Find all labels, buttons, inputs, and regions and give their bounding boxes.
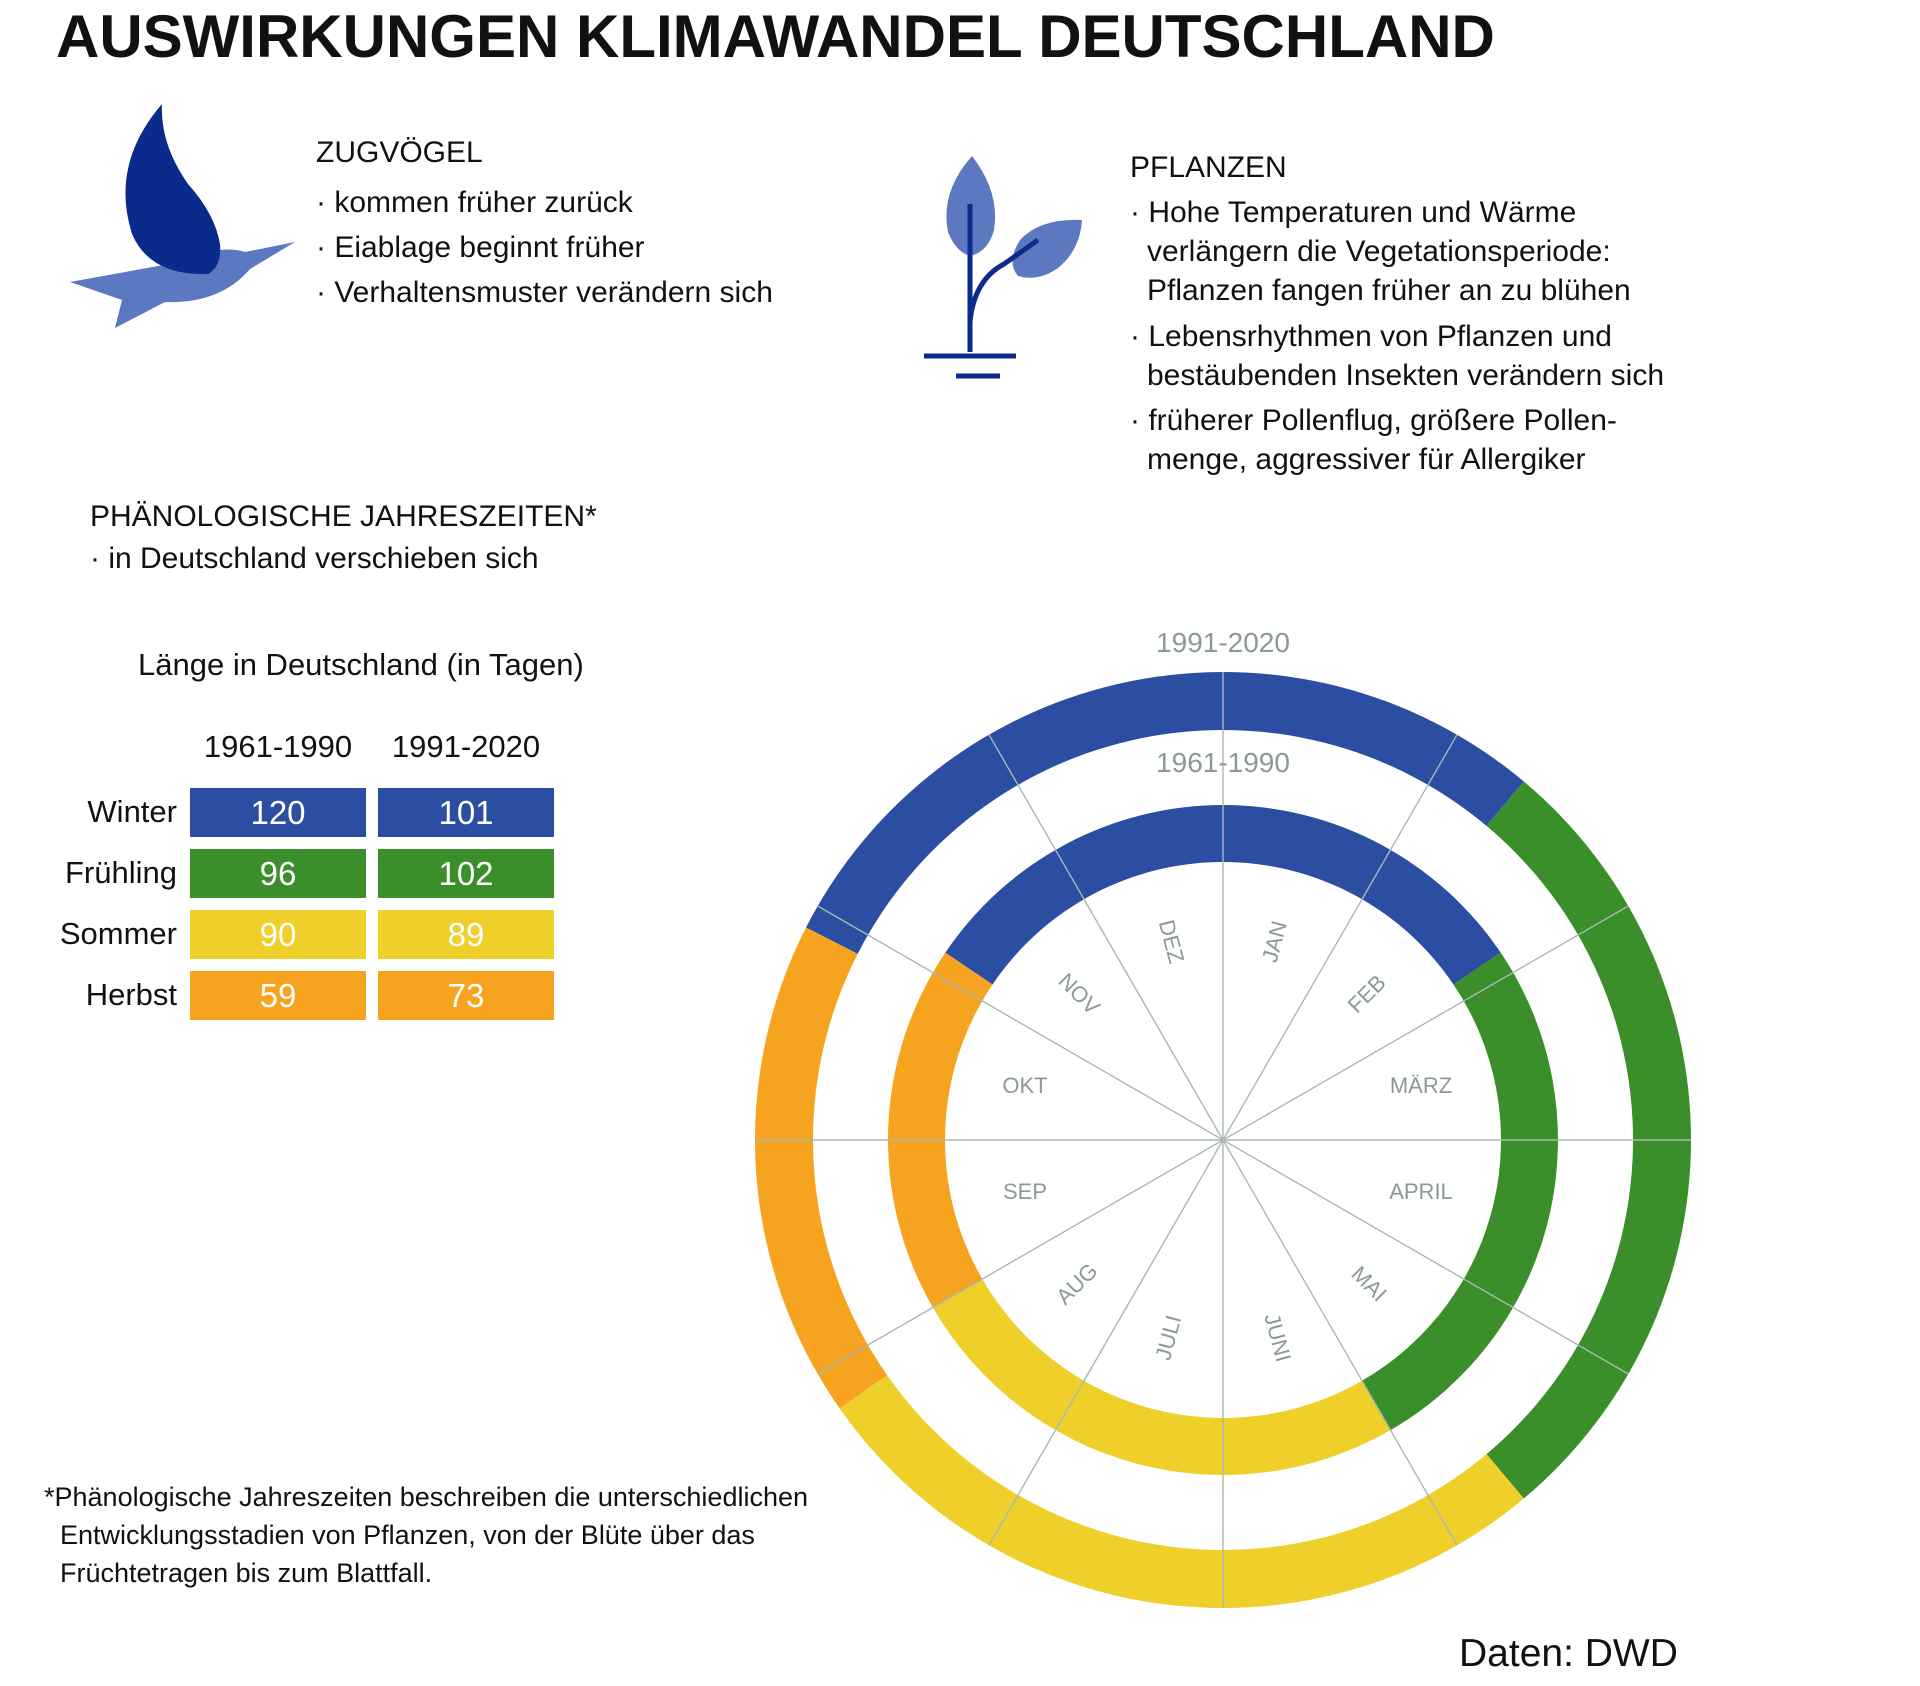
zugvoegel-item: · Eiablage beginnt früher	[316, 231, 645, 264]
pflanzen-line: menge, aggressiver für Allergiker	[1147, 443, 1586, 476]
ring-label-outer: 1991-2020	[1156, 627, 1290, 658]
footnote-line: *Phänologische Jahreszeiten beschreiben …	[44, 1482, 809, 1512]
table-title: Länge in Deutschland (in Tagen)	[138, 647, 584, 682]
month-divider-line	[988, 734, 1224, 1141]
column-header: 1991-2020	[391, 729, 541, 764]
ring-segment-fruehling	[1486, 781, 1691, 1499]
pflanzen-line: Pflanzen fangen früher an zu blühen	[1147, 274, 1631, 307]
month-label: AUG	[1051, 1258, 1102, 1309]
table-cell: 73	[378, 971, 554, 1020]
month-divider-line	[988, 1139, 1224, 1546]
pflanzen-line: verlängern die Vegetationsperiode:	[1147, 235, 1611, 268]
bird-body-shape	[70, 242, 295, 328]
bird-wing-shape	[125, 104, 221, 275]
ring-segment-herbst	[888, 952, 993, 1308]
footnote-line: Entwicklungsstadien von Pflanzen, von de…	[60, 1520, 755, 1550]
month-label: JAN	[1257, 918, 1292, 965]
month-label: SEP	[1003, 1179, 1047, 1204]
row-label: Winter	[87, 794, 177, 829]
footnote-line: Früchtetragen bis zum Blattfall.	[60, 1558, 433, 1588]
zugvoegel-item: · Verhaltensmuster verändern sich	[316, 276, 773, 309]
pflanzen-line: · früherer Pollenflug, größere Pollen-	[1130, 404, 1617, 437]
month-label: APRIL	[1389, 1179, 1453, 1204]
column-header: 1961-1990	[203, 729, 353, 764]
month-label: OKT	[1002, 1073, 1047, 1098]
zugvoegel-item: · kommen früher zurück	[316, 186, 633, 219]
zugvoegel-heading: ZUGVÖGEL	[316, 136, 483, 169]
month-label: MÄRZ	[1390, 1073, 1452, 1098]
pflanzen-heading: PFLANZEN	[1130, 151, 1287, 184]
month-divider-line	[1222, 1139, 1629, 1375]
table-cell: 101	[378, 788, 554, 837]
month-label: JUNI	[1259, 1311, 1296, 1365]
pflanzen-line: bestäubenden Insekten verändern sich	[1147, 359, 1665, 392]
ring-segment-fruehling	[1362, 952, 1558, 1431]
month-divider-line	[1222, 905, 1629, 1141]
season-ring-chart: DEZ JAN FEB MÄRZ APRIL MAI JUNI JULI AUG SEP OKT NO…	[754, 627, 1691, 1608]
table-cell: 96	[190, 849, 366, 898]
month-label: DEZ	[1154, 917, 1190, 966]
month-label: JULI	[1150, 1312, 1186, 1362]
month-divider-line	[817, 905, 1224, 1141]
row-label: Herbst	[85, 977, 177, 1012]
month-label: FEB	[1343, 970, 1391, 1018]
ring-label-inner: 1961-1990	[1156, 747, 1290, 778]
bird-icon	[70, 104, 295, 328]
phaeno-sub: · in Deutschland verschieben sich	[90, 542, 539, 575]
table-cell: 90	[190, 910, 366, 959]
ring-segment-herbst	[754, 927, 888, 1409]
table-cell: 120	[190, 788, 366, 837]
pflanzen-line: · Lebensrhythmen von Pflanzen und	[1130, 320, 1612, 353]
table-cell: 59	[190, 971, 366, 1020]
table-cell: 89	[378, 910, 554, 959]
table-cell: 102	[378, 849, 554, 898]
ring-segment-winter	[806, 672, 1524, 954]
page-title: AUSWIRKUNGEN KLIMAWANDEL DEUTSCHLAND	[56, 3, 1495, 70]
month-divider-line	[1222, 734, 1458, 1141]
ring-segment-sommer	[839, 1375, 1524, 1608]
month-divider-line	[817, 1139, 1224, 1375]
pflanzen-line: · Hohe Temperaturen und Wärme	[1130, 196, 1577, 229]
source-label: Daten: DWD	[1459, 1632, 1678, 1675]
row-label: Sommer	[59, 916, 177, 951]
phaeno-heading: PHÄNOLOGISCHE JAHRESZEITEN*	[90, 500, 597, 533]
ring-segment-winter	[945, 805, 1501, 985]
month-label: NOV	[1054, 968, 1106, 1020]
ring-segment-sommer	[932, 1279, 1391, 1475]
plant-icon	[924, 156, 1082, 379]
month-divider-line	[1222, 1139, 1458, 1546]
row-label: Frühling	[65, 855, 177, 890]
month-label: MAI	[1346, 1261, 1391, 1306]
plant-leaf-right	[1012, 219, 1082, 278]
